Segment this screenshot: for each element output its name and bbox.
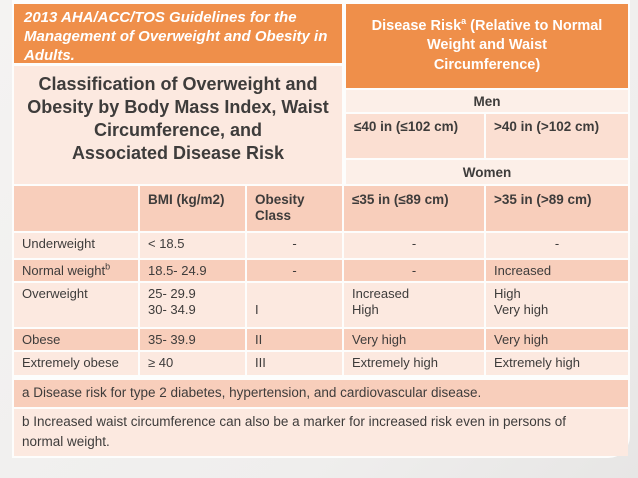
footnote-a-marker: a [461, 15, 467, 26]
table-cell: II [247, 329, 342, 350]
row-category: Normal weightb [14, 260, 138, 281]
bmi-classification-table: BMI (kg/m2) Obesity Class ≤35 in (≤89 cm) >… [14, 186, 628, 375]
table-cell: High Very high [486, 283, 628, 327]
column-header-0 [14, 186, 138, 231]
table-cell: - [344, 260, 484, 281]
men-band: Men [346, 90, 628, 112]
table-cell: Very high [486, 329, 628, 350]
disease-risk-label-rest: (Relative to Normal [466, 17, 603, 34]
table-cell: Extremely high [344, 352, 484, 375]
footnote-b: b Increased waist circumference can also… [14, 409, 628, 456]
table-cell: Increased [486, 260, 628, 281]
column-header-4: >35 in (>89 cm) [486, 186, 628, 231]
column-header-2: Obesity Class [247, 186, 342, 231]
table-cell: 35- 39.9 [140, 329, 245, 350]
table-cell: ≥ 40 [140, 352, 245, 375]
column-header-1: BMI (kg/m2) [140, 186, 245, 231]
disease-risk-label: Disease Risk [371, 17, 462, 34]
women-band: Women [346, 160, 628, 184]
table-title: Classification of Overweight and Obesity… [14, 66, 342, 184]
footnote-a: a Disease risk for type 2 diabetes, hype… [14, 380, 628, 407]
table-cell: - [486, 233, 628, 258]
table-cell: - [247, 260, 342, 281]
guidelines-banner: 2013 AHA/ACC/TOS Guidelines for the Mana… [14, 4, 342, 64]
category-label: Underweight [22, 236, 95, 251]
disease-risk-header: Disease Riska (Relative to Normal Weight… [346, 4, 628, 88]
row-category: Obese [14, 329, 138, 350]
disease-risk-header-line3: Circumference) [433, 56, 541, 73]
table-cell: 25- 29.9 30- 34.9 [140, 283, 245, 327]
row-category: Overweight [14, 283, 138, 327]
table-cell: I [247, 283, 342, 327]
table-cell: < 18.5 [140, 233, 245, 258]
table-cell: Very high [344, 329, 484, 350]
category-label: Obese [22, 332, 61, 347]
category-label: Normal weight [22, 263, 106, 278]
table-cell: - [247, 233, 342, 258]
table-cell: Extremely high [486, 352, 628, 375]
disease-risk-header-line2: Weight and Waist [426, 37, 548, 54]
disease-risk-header-line1: Disease Riska (Relative to Normal [364, 15, 610, 37]
category-label: Overweight [22, 286, 88, 301]
men-waist-cutoff-low: ≤40 in (≤102 cm) [346, 114, 484, 158]
footnote-b-marker: b [105, 261, 111, 272]
row-category: Underweight [14, 233, 138, 258]
column-header-3: ≤35 in (≤89 cm) [344, 186, 484, 231]
table-cell: III [247, 352, 342, 375]
category-label: Extremely obese [22, 355, 119, 370]
men-waist-cutoff-high: >40 in (>102 cm) [486, 114, 628, 158]
table-cell: 18.5- 24.9 [140, 260, 245, 281]
table-cell: Increased High [344, 283, 484, 327]
table-cell: - [344, 233, 484, 258]
row-category: Extremely obese [14, 352, 138, 375]
